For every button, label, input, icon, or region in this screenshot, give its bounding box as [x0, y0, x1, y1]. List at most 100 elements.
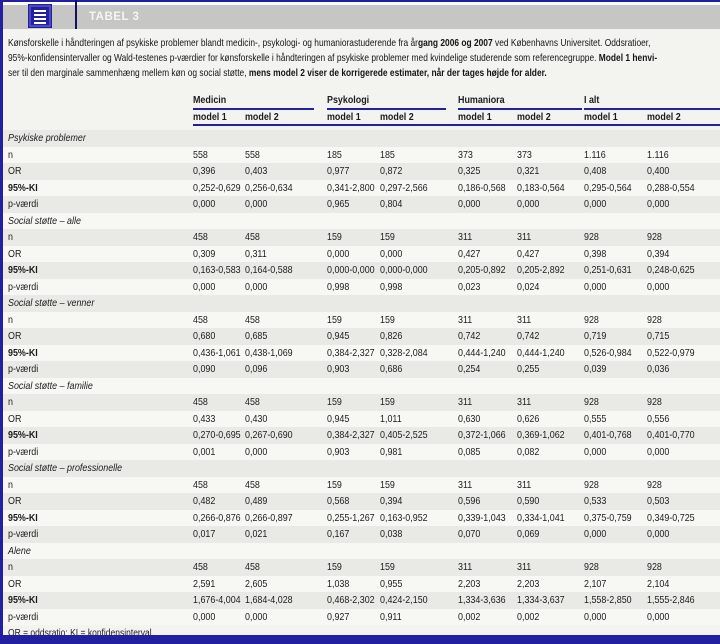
row-label: 95%-KI [3, 262, 193, 279]
table-cell: 0,945 [327, 328, 380, 345]
cell-value: 0,297-2,566 [380, 181, 428, 194]
cell-value: 0,965 [327, 198, 350, 210]
cell-value: 0,872 [380, 165, 403, 177]
data-row-n: n 558 558 185 185 373 373 1.116 1.116 [3, 146, 720, 164]
table-cell: 0,000 [245, 444, 327, 461]
table-cell: 1,038 [327, 576, 380, 593]
table-cell: 0,288-0,554 [647, 180, 720, 197]
table-cell: 0,680 [193, 328, 245, 345]
row-label-text: n [8, 148, 13, 161]
cell-value: 1,334-3,637 [517, 594, 565, 606]
table-cell: 0,742 [458, 328, 517, 345]
table-cell: 0,023 [458, 279, 517, 296]
cell-value: 0,164-0,588 [245, 264, 293, 276]
cell-value: 0,596 [458, 495, 481, 507]
column-group-label: Psykologi [327, 94, 370, 106]
table-cell: 0,384-2,327 [327, 427, 380, 444]
table-cell: 159 [380, 394, 458, 411]
table-cell: 0,965 [327, 196, 380, 213]
table-cell: 0,256-0,634 [245, 180, 327, 197]
table-cell: 0,438-1,069 [245, 345, 327, 362]
table-cell: 928 [647, 312, 720, 329]
cell-value: 0,903 [327, 445, 350, 458]
data-row-ki: 95%-KI 0,436-1,061 0,438-1,069 0,384-2,327 0… [3, 344, 720, 362]
table-cell: 373 [517, 147, 584, 164]
table-cell: 0,255-1,267 [327, 510, 380, 527]
cell-value: 0,163-0,952 [380, 511, 428, 524]
data-row-ki: 95%-KI 0,252-0,629 0,256-0,634 0,341-2,800 0… [3, 179, 720, 197]
table-cell: 458 [193, 394, 245, 411]
table-cell: 0,626 [517, 411, 584, 428]
table-cell: 2,203 [517, 576, 584, 593]
section-title-row: Alene [3, 542, 720, 559]
table-cell: 0,270-0,695 [193, 427, 245, 444]
table-cell: 0,000 [584, 526, 647, 543]
row-label-text: p-værdi [8, 528, 39, 540]
table-cell: 159 [380, 559, 458, 576]
table-cell: 0,334-1,041 [517, 510, 584, 527]
model-header-label: model 1 [584, 111, 618, 123]
data-row-ki: 95%-KI 1,676-4,004 1,684-4,028 0,468-2,302 0… [3, 592, 720, 609]
table-cell: 0,000 [647, 609, 720, 626]
table-cell: 0,482 [193, 493, 245, 510]
row-label: OR [3, 246, 193, 263]
cell-value: 0,369-1,062 [517, 429, 565, 441]
data-row-or: OR 0,482 0,489 0,568 0,394 0,596 0,590 0,533 0,5… [3, 493, 720, 510]
table-cell: 0,590 [517, 493, 584, 510]
row-label: p-værdi [3, 279, 193, 296]
cell-value: 0,295-0,564 [584, 181, 632, 194]
table-cell: 0,444-1,240 [458, 345, 517, 362]
cell-value: 0,039 [584, 363, 607, 375]
cell-value: 159 [380, 313, 395, 326]
table-cell: 0,000 [458, 196, 517, 213]
footnote: OR = oddsratio; KI = konfidensinterval. [3, 627, 720, 641]
table-cell: 311 [458, 312, 517, 329]
table-cell: 458 [245, 229, 327, 246]
table-cell: 0,826 [380, 328, 458, 345]
cell-value: 1.116 [584, 148, 606, 161]
table-cell: 373 [458, 147, 517, 164]
table-cell: 159 [380, 312, 458, 329]
column-group-header: Medicin [193, 95, 327, 110]
table-cell: 458 [245, 559, 327, 576]
table-cell: 0,000 [193, 279, 245, 296]
cell-value: 0,468-2,302 [327, 594, 375, 606]
table-cell: 0,715 [647, 328, 720, 345]
cell-value: 0,000 [647, 198, 670, 210]
model-header: model 2 [245, 110, 327, 126]
table-cell: 0,568 [327, 493, 380, 510]
table-cell: 159 [327, 394, 380, 411]
table-cell: 0,375-0,759 [584, 510, 647, 527]
table-cell: 2,107 [584, 576, 647, 593]
table-cell: 0,295-0,564 [584, 180, 647, 197]
row-label: n [3, 312, 193, 329]
table-cell: 0,205-2,892 [517, 262, 584, 279]
cell-value: 0,424-2,150 [380, 594, 428, 606]
table-cell: 928 [647, 559, 720, 576]
cell-value: 0,000 [647, 528, 670, 540]
cell-value: 0,000 [193, 198, 216, 210]
row-label-text: p-værdi [8, 363, 39, 375]
table-cell: 0,297-2,566 [380, 180, 458, 197]
model-header: model 1 [193, 110, 245, 126]
data-row-p: p-værdi 0,000 0,000 0,998 0,998 0,023 0,024 0,0… [3, 278, 720, 296]
table-cell: 0,017 [193, 526, 245, 543]
table-cell: 311 [517, 312, 584, 329]
cell-value: 311 [517, 561, 532, 573]
model-header-label: model 2 [517, 111, 551, 123]
header-divider [75, 0, 77, 29]
section-title: Social støtte – professionelle [3, 460, 720, 477]
cell-value: 0,444-1,240 [517, 346, 565, 359]
table-cell: 0,309 [193, 246, 245, 263]
model-header-label: model 1 [458, 111, 492, 123]
table-cell: 0,311 [245, 246, 327, 263]
model-header-label: model 2 [245, 111, 279, 123]
cell-value: 311 [458, 396, 473, 408]
row-label-text: OR [8, 247, 22, 260]
row-label: OR [3, 411, 193, 428]
table-cell: 0,444-1,240 [517, 345, 584, 362]
data-row-or: OR 0,680 0,685 0,945 0,826 0,742 0,742 0,719 0,7… [3, 328, 720, 345]
cell-value: 0,903 [327, 363, 350, 375]
table-cell: 1,555-2,846 [647, 592, 720, 609]
group-row-spacer [3, 95, 193, 110]
